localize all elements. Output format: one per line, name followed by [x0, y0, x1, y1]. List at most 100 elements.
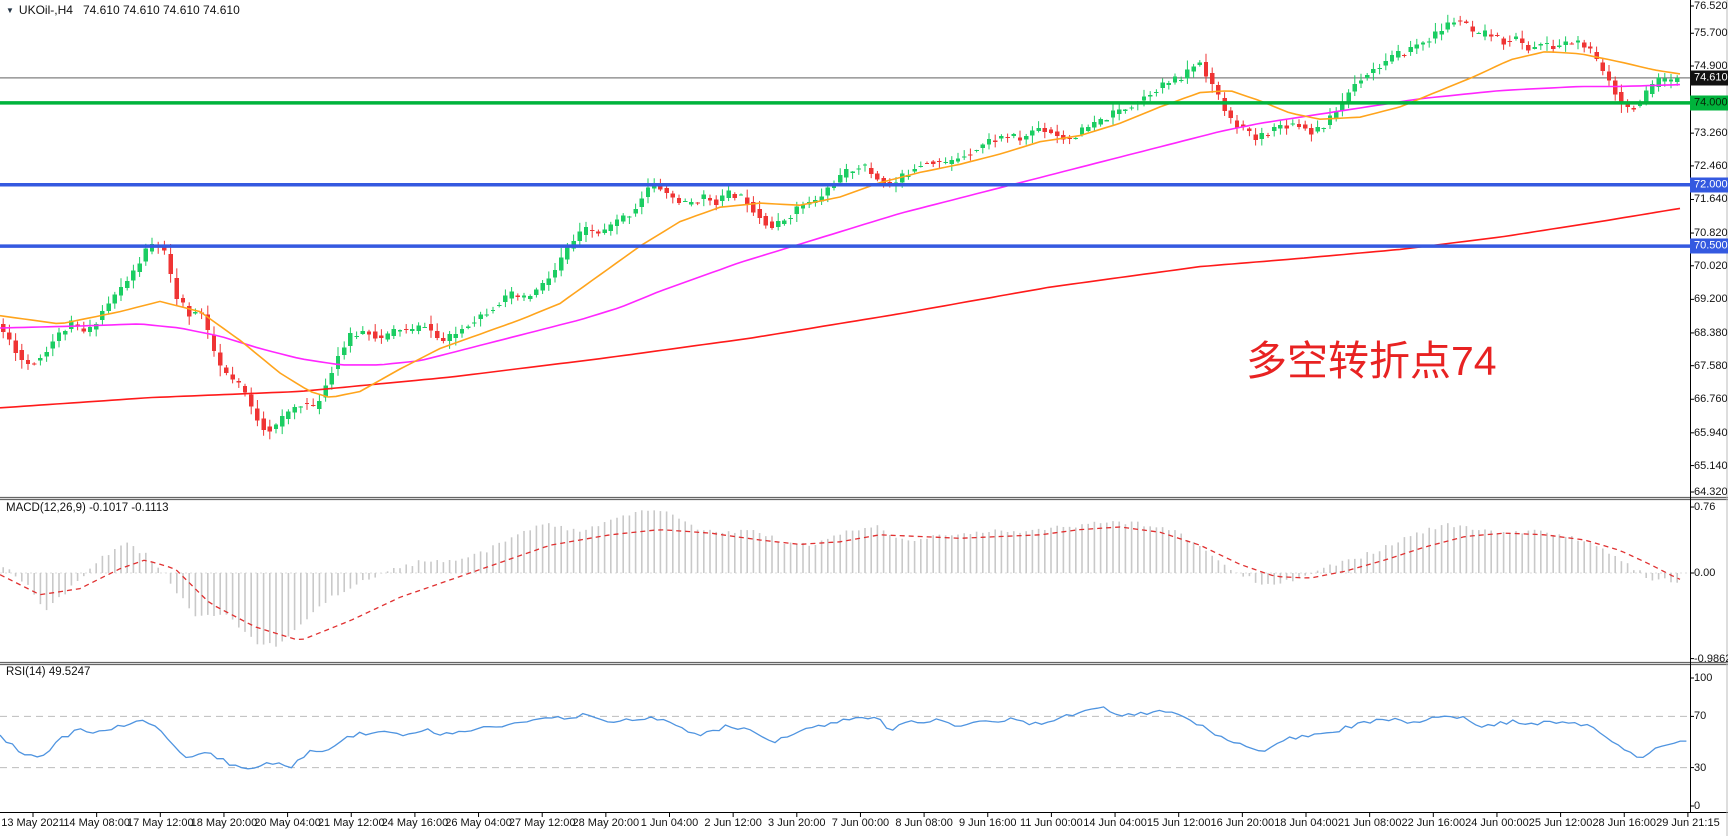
candle-body	[664, 187, 669, 193]
candle-body	[1203, 61, 1209, 77]
candle-body	[1532, 46, 1537, 49]
candle-body	[273, 424, 279, 430]
time-tick-label: 7 Jun 00:00	[831, 817, 890, 829]
candle-body	[174, 278, 179, 300]
candle-body	[782, 220, 787, 224]
symbol-timeframe-label: UKOil-,H4	[18, 3, 73, 17]
price-tick-label: 68.380	[1694, 326, 1728, 339]
candle-body	[311, 405, 316, 407]
candle-body	[125, 280, 130, 289]
candle-body	[317, 400, 322, 410]
candle-body	[1073, 137, 1078, 139]
collapse-arrow-icon[interactable]: ▼	[6, 6, 14, 15]
time-tick-label: 28 May 20:00	[572, 817, 640, 829]
candle-body	[1117, 109, 1122, 115]
candle-body	[738, 194, 744, 196]
candle-body	[528, 296, 533, 300]
candle-body	[1551, 46, 1556, 49]
candle-body	[1048, 129, 1054, 133]
macd-indicator-label: MACD(12,26,9) -0.1017 -0.1113	[6, 502, 169, 514]
time-tick-label: 24 May 16:00	[381, 817, 449, 829]
candle-body	[50, 341, 55, 349]
price-tick-label: 67.580	[1694, 359, 1728, 372]
candle-body	[267, 426, 272, 432]
candle-body	[763, 216, 768, 226]
candle-body	[503, 295, 508, 303]
candle-body	[1352, 84, 1357, 92]
candle-body	[912, 169, 917, 172]
candle-body	[25, 360, 31, 365]
candle-body	[1247, 128, 1252, 131]
candle-body	[472, 322, 477, 324]
candle-body	[683, 201, 688, 203]
candle-body	[1489, 34, 1494, 37]
time-tick-label: 26 May 04:00	[445, 817, 512, 829]
candle-body	[1365, 75, 1370, 78]
candle-body	[1011, 133, 1016, 136]
candle-body	[757, 208, 762, 219]
candle-body	[689, 202, 694, 205]
candle-body	[106, 303, 111, 311]
candle-body	[1439, 30, 1444, 35]
candle-body	[949, 160, 954, 164]
candle-body	[112, 294, 117, 304]
candle-body	[1253, 134, 1258, 140]
candle-body	[342, 347, 347, 355]
candle-body	[242, 386, 248, 393]
candle-body	[701, 194, 706, 199]
candle-body	[1569, 43, 1574, 45]
candle-body	[1154, 91, 1159, 93]
candle-body	[1086, 127, 1091, 131]
candle-body	[13, 340, 18, 354]
candle-body	[633, 209, 638, 214]
candle-body	[1017, 137, 1023, 141]
candle-body	[1358, 80, 1364, 84]
time-tick-label: 21 May 12:00	[317, 817, 385, 829]
candle-body	[1179, 79, 1184, 82]
candle-body	[608, 224, 613, 231]
candle-body	[1383, 60, 1388, 66]
candle-body	[1160, 82, 1165, 88]
candle-body	[44, 352, 49, 357]
candle-body	[1334, 112, 1339, 119]
candle-body	[416, 325, 421, 332]
candle-body	[1321, 127, 1326, 129]
candle-body	[1129, 107, 1134, 109]
candle-body	[577, 231, 582, 242]
candle-body	[137, 263, 142, 273]
candle-body	[974, 150, 979, 152]
candle-body	[360, 331, 365, 334]
candle-body	[211, 334, 217, 352]
price-tick-label: 72.460	[1694, 159, 1728, 172]
candle-body	[490, 309, 496, 312]
candle-body	[366, 331, 372, 335]
candle-body	[825, 187, 830, 196]
candle-body	[1538, 43, 1543, 46]
candle-body	[69, 320, 74, 329]
candle-body	[1296, 123, 1302, 128]
candle-body	[1110, 110, 1116, 118]
time-tick-label: 21 Jun 08:00	[1337, 817, 1402, 829]
candle-body	[187, 306, 192, 317]
candle-body	[732, 194, 737, 198]
candle-body	[670, 193, 675, 198]
chart-title-bar: ▼ UKOil-,H4 74.610 74.610 74.610 74.610	[6, 3, 240, 17]
candle-body	[937, 160, 942, 163]
candle-body	[540, 283, 545, 291]
candle-body	[1309, 127, 1314, 135]
candle-body	[831, 185, 837, 189]
price-tick-label: 69.200	[1694, 293, 1728, 306]
candle-body	[1272, 126, 1277, 131]
candle-body	[1278, 124, 1283, 129]
candle-body	[1563, 41, 1568, 46]
candle-body	[745, 197, 750, 206]
candle-body	[1631, 107, 1636, 110]
candle-body	[1377, 68, 1382, 70]
candle-body	[1451, 22, 1457, 25]
candle-body	[627, 216, 632, 218]
candle-body	[1470, 26, 1475, 32]
candle-body	[410, 329, 415, 331]
candle-body	[1458, 20, 1463, 22]
candle-body	[943, 162, 948, 164]
